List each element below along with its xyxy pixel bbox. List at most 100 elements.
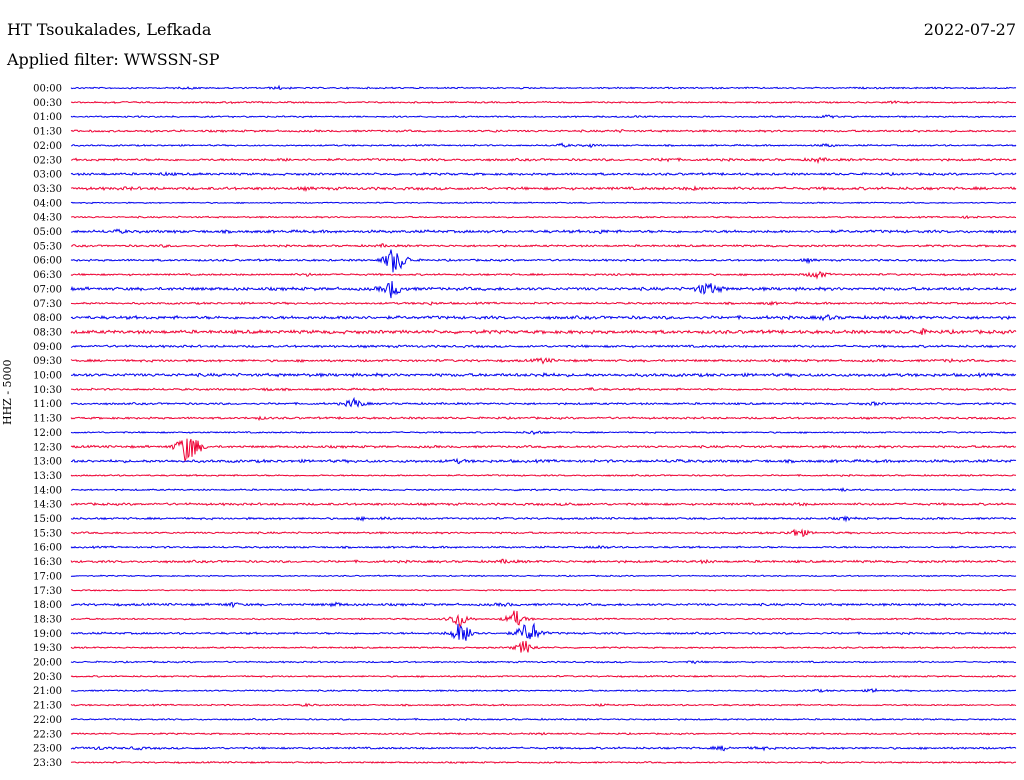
trace-line: [70, 171, 1017, 177]
time-label: 14:00: [33, 485, 62, 496]
time-label: 15:00: [33, 514, 62, 525]
trace-line: [71, 588, 1017, 592]
time-label: 09:00: [33, 342, 62, 353]
time-label: 16:30: [33, 557, 62, 568]
trace-line: [70, 745, 1017, 752]
time-label: 04:00: [33, 198, 62, 209]
trace-line: [70, 702, 1017, 708]
trace-line: [70, 396, 1017, 408]
trace-line: [70, 215, 1017, 220]
trace-line: [70, 731, 1017, 736]
trace-line: [70, 270, 1016, 280]
time-label: 17:30: [33, 586, 62, 597]
trace-line: [70, 544, 1017, 550]
trace-line: [70, 660, 1017, 665]
trace-line: [70, 457, 1017, 465]
trace-line: [70, 185, 1017, 192]
time-label: 22:30: [33, 729, 62, 740]
time-label: 02:30: [33, 155, 62, 166]
date-label: 2022-07-27: [923, 20, 1016, 39]
time-label: 01:00: [33, 112, 62, 123]
time-label: 06:00: [33, 256, 62, 267]
trace-line: [70, 473, 1017, 478]
time-label: 23:00: [33, 744, 62, 755]
time-label: 21:30: [33, 701, 62, 712]
trace-line: [70, 249, 1017, 273]
time-label: 12:30: [33, 442, 62, 453]
time-label: 16:00: [33, 543, 62, 554]
time-label: 18:00: [33, 600, 62, 611]
time-label: 05:30: [33, 241, 62, 252]
trace-line: [70, 528, 1017, 538]
trace-line: [70, 574, 1017, 578]
trace-line: [70, 327, 1017, 336]
trace-line: [70, 760, 1017, 765]
time-label: 15:30: [33, 528, 62, 539]
trace-line: [70, 622, 1017, 641]
trace-line: [70, 371, 1017, 378]
time-label: 12:00: [33, 428, 62, 439]
station-title: HT Tsoukalades, Lefkada: [7, 20, 212, 39]
trace-line: [70, 601, 1017, 609]
trace-line: [70, 281, 1017, 299]
trace-line: [70, 100, 1017, 105]
trace-line: [70, 438, 1017, 463]
time-label: 08:00: [33, 313, 62, 324]
trace-line: [70, 687, 1017, 694]
trace-line: [70, 201, 1017, 205]
trace-line: [70, 386, 1017, 392]
time-label: 08:30: [33, 327, 62, 338]
trace-line: [70, 129, 1017, 134]
trace-line: [70, 313, 1017, 322]
trace-line: [70, 717, 1017, 721]
trace-line: [70, 558, 1017, 565]
trace-line: [70, 243, 1017, 249]
time-label: 03:00: [33, 170, 62, 181]
time-label: 23:30: [33, 758, 62, 769]
time-label: 00:30: [33, 98, 62, 109]
trace-line: [70, 640, 1017, 653]
trace-line: [70, 300, 1017, 307]
time-label: 07:30: [33, 299, 62, 310]
trace-line: [70, 84, 1017, 90]
trace-line: [70, 415, 1017, 422]
time-label: 22:00: [33, 715, 62, 726]
trace-line: [70, 502, 1017, 507]
time-label: 13:30: [33, 471, 62, 482]
time-label: 20:00: [33, 658, 62, 669]
time-label: 07:00: [33, 284, 62, 295]
time-label: 17:00: [33, 571, 62, 582]
time-label: 10:00: [33, 371, 62, 382]
time-label: 11:30: [33, 414, 62, 425]
trace-line: [70, 114, 1016, 119]
time-label: 04:30: [33, 213, 62, 224]
time-label: 01:30: [33, 127, 62, 138]
trace-line: [70, 344, 1017, 349]
time-label: 03:30: [33, 184, 62, 195]
trace-line: [70, 430, 1017, 436]
time-label: 10:30: [33, 385, 62, 396]
trace-line: [70, 156, 1017, 165]
time-label: 14:30: [33, 500, 62, 511]
time-label: 20:30: [33, 672, 62, 683]
trace-line: [70, 357, 1017, 365]
time-label: 11:00: [33, 399, 62, 410]
trace-line: [70, 487, 1017, 493]
time-label: 21:00: [33, 686, 62, 697]
time-label: 06:30: [33, 270, 62, 281]
trace-line: [70, 515, 1017, 523]
time-label: 02:00: [33, 141, 62, 152]
filter-label: Applied filter: WWSSN-SP: [7, 50, 220, 69]
trace-line: [70, 610, 1017, 629]
time-label: 05:00: [33, 227, 62, 238]
trace-line: [70, 674, 1017, 678]
time-label: 19:00: [33, 629, 62, 640]
time-label: 13:00: [33, 457, 62, 468]
trace-line: [70, 142, 1017, 149]
time-label: 09:30: [33, 356, 62, 367]
time-label: 00:00: [33, 84, 62, 95]
trace-line: [70, 228, 1017, 235]
time-label: 19:30: [33, 643, 62, 654]
time-label: 18:30: [33, 614, 62, 625]
